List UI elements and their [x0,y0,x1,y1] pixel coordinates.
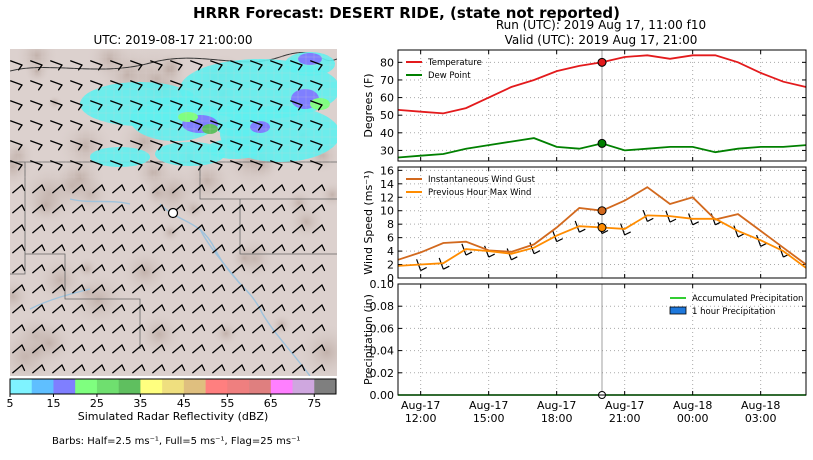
main-title: HRRR Forecast: DESERT RIDE, (state not r… [192,4,621,22]
legend-entry: Instantaneous Wind Gust [428,175,536,185]
y-tick-label: 2 [387,259,394,272]
y-tick-label: 6 [387,232,394,245]
legend: Instantaneous Wind Gust Previous Hour Max… [406,175,536,198]
run-label: Run (UTC): 2019 Aug 17, 11:00 f10 [495,18,707,32]
legend-entry: Previous Hour Max Wind [428,188,531,198]
x-tick-label: 00:00 [677,412,709,425]
colorbar-swatch [96,379,119,394]
colorbar-tick-label: 45 [177,397,191,410]
colorbar-swatch [162,379,185,394]
colorbar-swatch [314,379,337,394]
x-tick-label: 21:00 [609,412,641,425]
colorbar-tick-label: 75 [307,397,321,410]
precipitation-panel: 0.00 0.02 0.04 0.06 0.08 0.10 Precipitation (i… [362,278,807,402]
y-tick-label: 0.06 [370,322,395,335]
y-tick-label: 10 [380,205,394,218]
y-tick-label: 16 [380,164,394,177]
x-tick-label: Aug-17 [537,399,576,412]
x-tick-label: Aug-17 [469,399,508,412]
y-tick-label: 30 [380,144,394,157]
colorbar-swatch [270,379,293,394]
legend-entry: Accumulated Precipitation [692,294,803,304]
barbs-note: Barbs: Half=2.5 ms⁻¹, Full=5 ms⁻¹, Flag=… [52,436,301,447]
colorbar-tick-label: 15 [46,397,60,410]
colorbar-swatch [227,379,250,394]
colorbar-swatch [249,379,272,394]
x-tick-label: 15:00 [473,412,505,425]
station-marker [167,207,179,219]
legend: Temperature Dew Point [406,58,482,81]
y-tick-label: 14 [380,178,394,191]
y-tick-label: 60 [380,92,394,105]
colorbar-swatch [118,379,141,394]
y-tick-label: 0.04 [370,345,395,358]
y-axis-label: Precipitation (in) [362,294,375,385]
x-tick-label: 03:00 [745,412,777,425]
map-utc-label: UTC: 2019-08-17 21:00:00 [93,33,253,47]
y-tick-label: 0.02 [370,367,395,380]
colorbar-swatch [31,379,54,394]
valid-label: Valid (UTC): 2019 Aug 17, 21:00 [504,33,698,47]
y-tick-label: 0.00 [370,389,395,402]
valid-marker [597,57,607,67]
legend: Accumulated Precipitation 1 hour Precipit… [669,294,803,317]
legend-entry: Dew Point [428,71,471,81]
temperature-panel: 30 40 50 60 70 80 Degrees (F) Temperature Dew Po… [362,49,807,162]
y-tick-label: 80 [380,56,394,69]
colorbar-swatch [205,379,228,394]
legend-entry: 1 hour Precipitation [692,307,775,317]
colorbar-tick-label: 35 [133,397,147,410]
x-tick-label: Aug-18 [741,399,780,412]
valid-marker [597,223,607,233]
colorbar-tick-label: 25 [90,397,104,410]
y-tick-label: 4 [387,245,394,258]
legend-swatch [669,306,687,315]
valid-marker [597,206,607,216]
y-tick-label: 50 [380,109,394,122]
colorbar-tick-label: 55 [220,397,234,410]
y-tick-label: 8 [387,218,394,231]
y-axis-label: Wind Speed (ms⁻¹) [362,170,375,274]
y-tick-label: 0 [387,272,394,285]
colorbar-swatch [10,379,33,394]
colorbar-label: Simulated Radar Reflectivity (dBZ) [77,410,269,423]
colorbar-swatch [53,379,76,394]
y-tick-label: 70 [380,74,394,87]
x-tick-label: Aug-18 [673,399,712,412]
x-tick-label: Aug-17 [401,399,440,412]
x-tick-label: Aug-17 [605,399,644,412]
colorbar-swatch [183,379,206,394]
colorbar-tick-label: 65 [264,397,278,410]
colorbar-swatch [140,379,163,394]
colorbar-swatch [75,379,98,394]
radar-map [10,49,337,376]
x-tick-label: 12:00 [405,412,437,425]
colorbar-swatch [292,379,315,394]
x-tick-label: 18:00 [541,412,573,425]
y-axis-label: Degrees (F) [362,73,375,137]
y-tick-label: 40 [380,127,394,140]
valid-marker [597,138,607,148]
y-tick-label: 12 [380,191,394,204]
y-tick-label: 0.10 [370,278,395,291]
colorbar-tick-label: 5 [7,397,14,410]
y-tick-label: 0.08 [370,300,395,313]
legend-entry: Temperature [427,58,482,68]
reflectivity-colorbar: 5 15 25 35 45 55 65 75 [7,378,337,410]
